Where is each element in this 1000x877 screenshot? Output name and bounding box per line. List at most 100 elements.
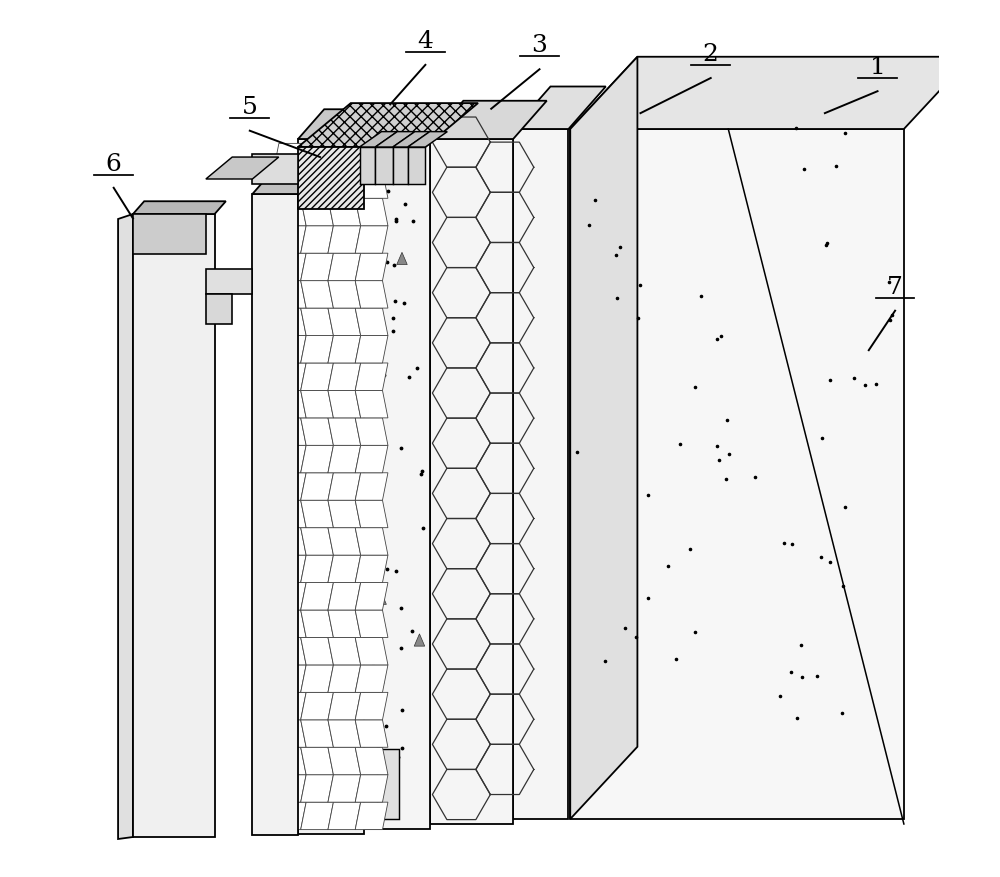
Polygon shape xyxy=(355,254,388,282)
Polygon shape xyxy=(355,144,388,172)
Point xyxy=(640,488,656,502)
Polygon shape xyxy=(301,336,333,364)
Point xyxy=(370,740,386,754)
Point xyxy=(378,719,394,733)
Polygon shape xyxy=(355,774,388,802)
Polygon shape xyxy=(273,747,306,774)
Point xyxy=(822,374,838,388)
Point xyxy=(393,601,409,615)
Point xyxy=(362,637,378,651)
Point xyxy=(413,467,429,481)
Polygon shape xyxy=(570,130,904,819)
Polygon shape xyxy=(273,638,306,665)
Polygon shape xyxy=(328,774,361,802)
Point xyxy=(396,297,412,311)
Polygon shape xyxy=(301,226,333,254)
Polygon shape xyxy=(375,132,415,148)
Point xyxy=(394,741,410,755)
Point xyxy=(721,447,737,461)
Polygon shape xyxy=(364,106,460,139)
Polygon shape xyxy=(355,802,388,830)
Polygon shape xyxy=(328,172,361,199)
Point xyxy=(819,237,835,251)
Polygon shape xyxy=(355,720,388,747)
Polygon shape xyxy=(273,418,306,446)
Point xyxy=(393,441,409,455)
Polygon shape xyxy=(355,638,388,665)
Point xyxy=(846,371,862,385)
Polygon shape xyxy=(355,474,388,501)
Text: 4: 4 xyxy=(417,30,433,53)
Polygon shape xyxy=(364,139,430,829)
Polygon shape xyxy=(328,391,361,418)
Point xyxy=(380,184,396,198)
Polygon shape xyxy=(355,199,388,226)
Polygon shape xyxy=(355,610,388,638)
Polygon shape xyxy=(301,199,333,226)
Polygon shape xyxy=(328,364,361,391)
Point xyxy=(388,146,404,160)
Polygon shape xyxy=(328,309,361,336)
Polygon shape xyxy=(355,364,388,391)
Point xyxy=(747,471,763,485)
Polygon shape xyxy=(355,391,388,418)
Polygon shape xyxy=(355,172,388,199)
Polygon shape xyxy=(414,634,425,646)
Point xyxy=(597,654,613,668)
Polygon shape xyxy=(355,226,388,254)
Point xyxy=(834,706,850,720)
Point xyxy=(401,370,417,384)
Point xyxy=(394,702,410,717)
Point xyxy=(379,562,395,576)
Polygon shape xyxy=(360,148,375,185)
Polygon shape xyxy=(328,802,361,830)
Point xyxy=(370,618,386,632)
Polygon shape xyxy=(372,279,383,291)
Point xyxy=(713,330,729,344)
Polygon shape xyxy=(133,202,226,215)
Text: 2: 2 xyxy=(703,43,719,66)
Polygon shape xyxy=(301,254,333,282)
Polygon shape xyxy=(355,528,388,555)
Polygon shape xyxy=(355,747,388,774)
Point xyxy=(788,122,804,136)
Polygon shape xyxy=(328,418,361,446)
Polygon shape xyxy=(273,336,306,364)
Point xyxy=(386,258,402,272)
Point xyxy=(387,295,403,309)
Point xyxy=(772,689,788,703)
Polygon shape xyxy=(301,802,333,830)
Point xyxy=(828,160,844,174)
Polygon shape xyxy=(360,132,397,148)
Polygon shape xyxy=(206,270,252,295)
Polygon shape xyxy=(252,195,298,835)
Point xyxy=(640,592,656,606)
Polygon shape xyxy=(273,446,306,474)
Polygon shape xyxy=(252,155,298,185)
Point xyxy=(822,556,838,570)
Polygon shape xyxy=(397,253,407,265)
Polygon shape xyxy=(206,158,279,180)
Point xyxy=(682,543,698,557)
Point xyxy=(372,211,388,225)
Polygon shape xyxy=(301,364,333,391)
Polygon shape xyxy=(355,418,388,446)
Polygon shape xyxy=(328,720,361,747)
Polygon shape xyxy=(328,144,361,172)
Point xyxy=(414,465,430,479)
Polygon shape xyxy=(301,418,333,446)
Point xyxy=(719,413,735,427)
Polygon shape xyxy=(273,610,306,638)
Polygon shape xyxy=(355,583,388,610)
Text: 1: 1 xyxy=(870,56,885,79)
Point xyxy=(794,671,810,685)
Point xyxy=(693,289,709,303)
Polygon shape xyxy=(273,199,306,226)
Polygon shape xyxy=(273,665,306,693)
Text: 7: 7 xyxy=(887,275,903,298)
Point xyxy=(376,369,392,383)
Point xyxy=(363,440,379,454)
Polygon shape xyxy=(301,282,333,309)
Polygon shape xyxy=(328,282,361,309)
Polygon shape xyxy=(301,501,333,528)
